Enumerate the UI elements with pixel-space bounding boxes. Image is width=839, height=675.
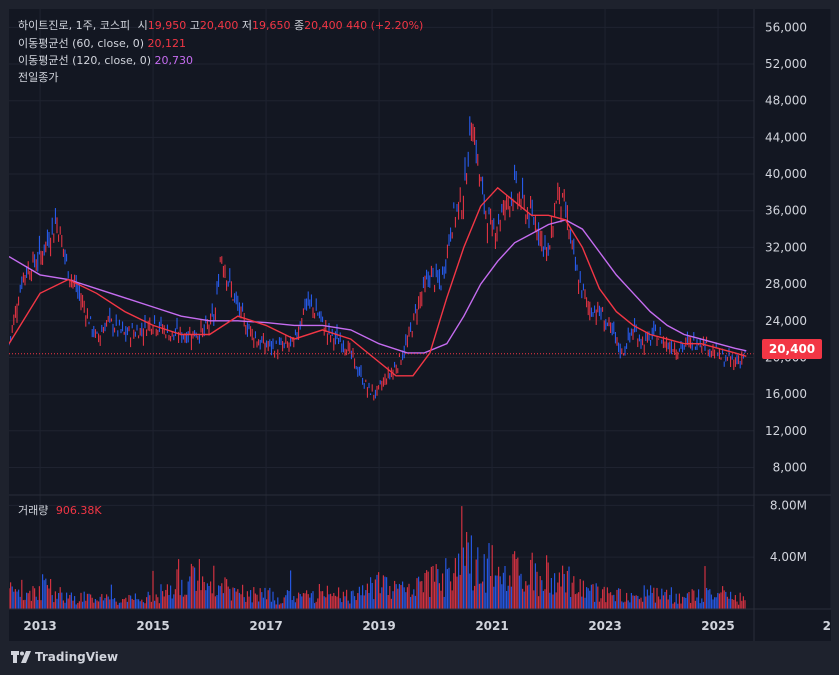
price-tick-label: 8,000 bbox=[773, 460, 807, 474]
price-axis: 56,000 52,000 48,000 44,000 40,000 36,000 32,0… bbox=[765, 20, 807, 474]
ma60-value: 20,121 bbox=[147, 37, 187, 50]
ma120-legend[interactable]: 이동평균선 (120, close, 0) 20,730 bbox=[18, 54, 193, 68]
low-label: 저 bbox=[241, 19, 252, 32]
open-value: 19,950 bbox=[147, 19, 187, 32]
price-tick-label: 52,000 bbox=[765, 57, 807, 71]
volume-tick-label: 4.00M bbox=[770, 550, 807, 564]
volume-legend[interactable]: 거래량 906.38K bbox=[18, 504, 102, 518]
time-tick-label: 2013 bbox=[23, 619, 56, 633]
time-tick-label: 2019 bbox=[362, 619, 395, 633]
ma60-label: 이동평균선 (60, close, 0) bbox=[18, 37, 144, 50]
volume-label: 거래량 bbox=[18, 504, 49, 517]
close-value: 20,400 bbox=[304, 19, 343, 32]
price-tick-label: 56,000 bbox=[765, 20, 807, 34]
close-label: 종 bbox=[293, 19, 305, 32]
chart-frame: 56,000 52,000 48,000 44,000 40,000 36,000 32,0… bbox=[9, 9, 831, 641]
volume-axis: 8.00M 4.00M bbox=[770, 498, 807, 564]
time-tick-label: 2021 bbox=[475, 619, 508, 633]
ma60-legend[interactable]: 이동평균선 (60, close, 0) 20,121 bbox=[18, 37, 186, 51]
time-axis: 2013 2015 2017 2019 2021 2023 2025 20 bbox=[23, 619, 831, 633]
price-tick-label: 16,000 bbox=[765, 387, 807, 401]
symbol-info[interactable]: 하이트진로, 1주, 코스피 bbox=[18, 19, 131, 32]
volume-value: 906.38K bbox=[55, 504, 102, 517]
low-value: 19,650 bbox=[251, 19, 291, 32]
last-price-badge: 20,400 bbox=[762, 339, 822, 359]
volume-tick-label: 8.00M bbox=[770, 498, 807, 512]
ma120-line bbox=[9, 219, 747, 354]
tradingview-logo[interactable]: TradingView bbox=[11, 650, 118, 664]
high-label: 고 bbox=[189, 19, 200, 32]
time-tick-label: 2015 bbox=[136, 619, 169, 633]
price-tick-label: 40,000 bbox=[765, 167, 807, 181]
ma120-label: 이동평균선 (120, close, 0) bbox=[18, 54, 151, 67]
price-tick-label: 48,000 bbox=[765, 94, 807, 108]
tradingview-icon bbox=[11, 651, 31, 663]
time-tick-label: 2025 bbox=[701, 619, 734, 633]
ohlc-legend: 하이트진로, 1주, 코스피 시19,950 고20,400 저19,650 종… bbox=[18, 19, 423, 33]
time-tick-label: 20 bbox=[823, 619, 831, 633]
chart-canvas[interactable]: 56,000 52,000 48,000 44,000 40,000 36,000 32,0… bbox=[9, 9, 831, 641]
price-tick-label: 32,000 bbox=[765, 240, 807, 254]
volume-bars bbox=[9, 506, 746, 609]
ma60-line bbox=[9, 186, 747, 377]
brand-name: TradingView bbox=[35, 650, 119, 664]
grid-lines bbox=[9, 9, 831, 609]
price-tick-label: 12,000 bbox=[765, 424, 807, 438]
high-value: 20,400 bbox=[199, 19, 239, 32]
price-tick-label: 36,000 bbox=[765, 204, 807, 218]
prev-close-label: 전일종가 bbox=[18, 71, 59, 84]
price-tick-label: 44,000 bbox=[765, 130, 807, 144]
change-value: 440 (+2.20%) bbox=[346, 19, 424, 32]
prev-close-legend[interactable]: 전일종가 bbox=[18, 71, 58, 85]
price-tick-label: 24,000 bbox=[765, 314, 807, 328]
price-tick-label: 28,000 bbox=[765, 277, 807, 291]
time-tick-label: 2023 bbox=[588, 619, 621, 633]
ma120-value: 20,730 bbox=[154, 54, 194, 67]
time-tick-label: 2017 bbox=[249, 619, 282, 633]
open-label: 시 bbox=[137, 19, 148, 32]
